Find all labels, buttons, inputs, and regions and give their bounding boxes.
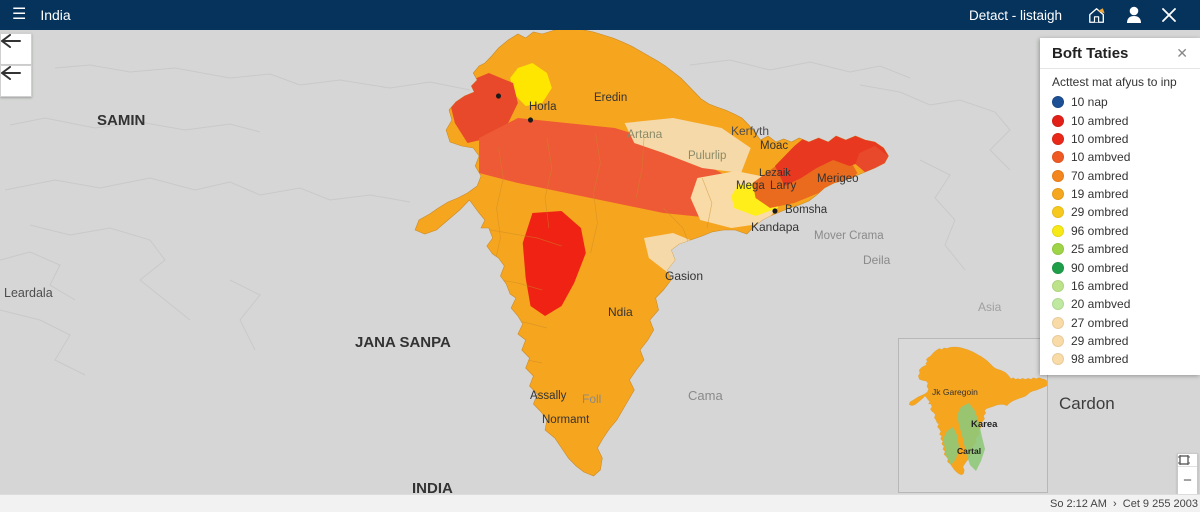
svg-text:Karea: Karea: [971, 419, 998, 430]
svg-text:Cartal: Cartal: [957, 446, 981, 456]
svg-text:Jk Garegoin: Jk Garegoin: [932, 387, 978, 397]
